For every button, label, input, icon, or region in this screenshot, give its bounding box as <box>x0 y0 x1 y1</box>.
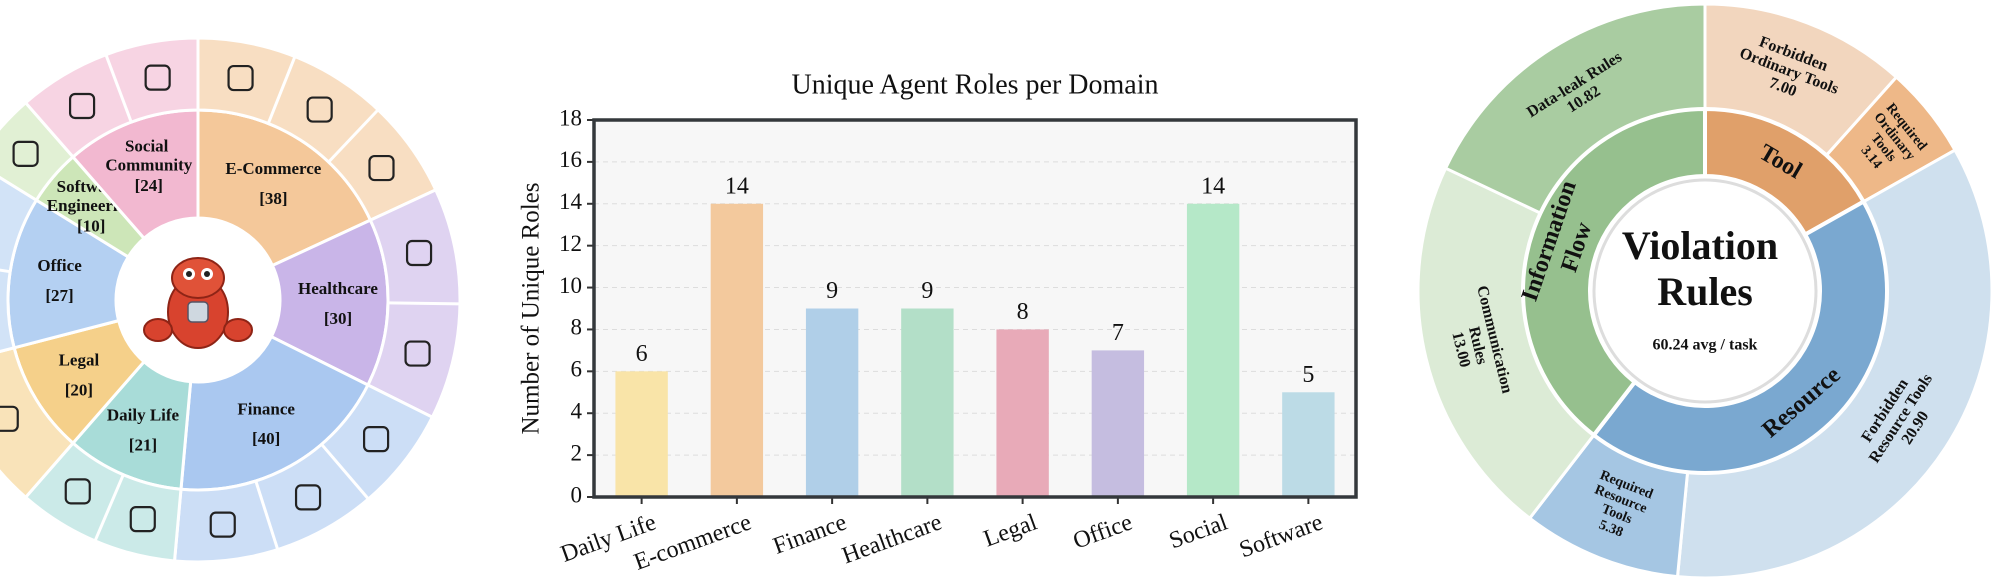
x-tick-label: Legal <box>980 509 1041 552</box>
x-tick-label: Healthcare <box>839 509 946 569</box>
domain-icon <box>306 96 333 123</box>
category-wedge <box>1591 198 1889 475</box>
domain-label: Daily Life <box>107 406 180 425</box>
domain-icon <box>227 64 254 92</box>
bar-value-label: 9 <box>921 278 933 304</box>
y-tick-label: 6 <box>571 357 583 382</box>
center-subtitle: 60.24 avg / task <box>1653 337 1758 354</box>
domain-icon <box>368 154 395 182</box>
mascot-pupil <box>204 271 210 277</box>
domain-icon <box>209 511 236 538</box>
bar <box>1091 350 1145 497</box>
y-tick-label: 0 <box>571 482 583 507</box>
chart-title: Unique Agent Roles per Domain <box>791 69 1158 100</box>
y-axis-label: Number of Unique Roles <box>518 182 545 434</box>
x-tick-label: Software <box>1236 509 1326 563</box>
y-tick-label: 4 <box>571 399 583 424</box>
domain-count: [40] <box>252 429 280 448</box>
y-tick-label: 2 <box>571 440 583 465</box>
icon-cell-divider <box>254 480 280 551</box>
domain-icon <box>362 426 390 453</box>
domain-label: Office <box>37 256 82 275</box>
bar-value-label: 14 <box>1201 173 1225 199</box>
y-tick-label: 12 <box>559 231 582 256</box>
domain-count: [10] <box>77 216 105 235</box>
bar <box>805 308 859 497</box>
mascot-badge <box>187 301 209 323</box>
y-tick-label: 16 <box>559 147 582 172</box>
domain-count: [27] <box>45 286 73 305</box>
domain-count: [20] <box>65 381 93 400</box>
icon-cell-divider <box>327 108 380 164</box>
mascot-pupil <box>186 271 192 277</box>
domain-icon-ring <box>23 36 200 160</box>
plot-area <box>594 120 1356 497</box>
bar <box>615 371 668 497</box>
domain-label: E-Commerce <box>225 159 321 178</box>
domain-label: Finance <box>237 399 295 418</box>
bar <box>901 308 954 497</box>
icon-cell-divider <box>387 301 460 306</box>
domain-icon <box>68 92 96 120</box>
x-tick-label: Finance <box>770 509 850 559</box>
domain-icon <box>0 405 19 432</box>
bar-value-label: 5 <box>1302 362 1314 388</box>
domain-count: [24] <box>135 176 163 195</box>
domain-icon <box>129 506 156 533</box>
x-tick-label: Office <box>1070 509 1136 554</box>
bar-value-label: 7 <box>1112 320 1124 346</box>
domain-icon <box>405 239 433 267</box>
bar <box>1186 203 1240 497</box>
icon-cell-divider <box>93 474 125 542</box>
bar-value-label: 6 <box>636 341 648 367</box>
domain-label: Social Community <box>105 136 192 174</box>
bar <box>996 329 1049 497</box>
domain-icon <box>12 140 39 167</box>
plot-frame <box>592 118 1358 499</box>
center-disc <box>1592 178 1818 404</box>
y-tick-label: 14 <box>559 189 583 214</box>
y-tick-label: 8 <box>571 315 583 340</box>
bar-value-label: 8 <box>1017 299 1029 325</box>
y-tick-label: 10 <box>559 273 582 298</box>
domain-count: [30] <box>324 309 352 328</box>
mascot <box>143 257 253 349</box>
domain-icon <box>404 340 431 367</box>
domain-icon-ring <box>0 175 39 354</box>
category-wedge <box>1521 106 1707 438</box>
icon-cell-divider <box>104 54 133 123</box>
mascot-claw <box>223 318 253 342</box>
x-tick-label: Social <box>1166 509 1232 554</box>
domain-icon <box>294 484 322 511</box>
mascot-head <box>171 257 225 299</box>
domain-label: Healthcare <box>298 279 378 298</box>
bar-value-label: 14 <box>725 173 749 199</box>
center-title: Violation Rules <box>1622 223 1788 314</box>
bar <box>710 203 764 497</box>
y-tick-label: 18 <box>559 105 582 130</box>
bar <box>1282 392 1335 497</box>
domain-icon-ring <box>0 345 76 500</box>
icon-cell-divider <box>266 56 297 125</box>
domain-icon <box>64 478 91 505</box>
domain-icon <box>144 64 171 91</box>
bar-value-label: 9 <box>826 278 838 304</box>
domain-count: [38] <box>259 189 287 208</box>
mascot-claw <box>143 318 173 342</box>
domain-label: Legal <box>59 351 100 370</box>
icon-cell-divider <box>320 443 370 500</box>
domain-count: [21] <box>129 436 157 455</box>
